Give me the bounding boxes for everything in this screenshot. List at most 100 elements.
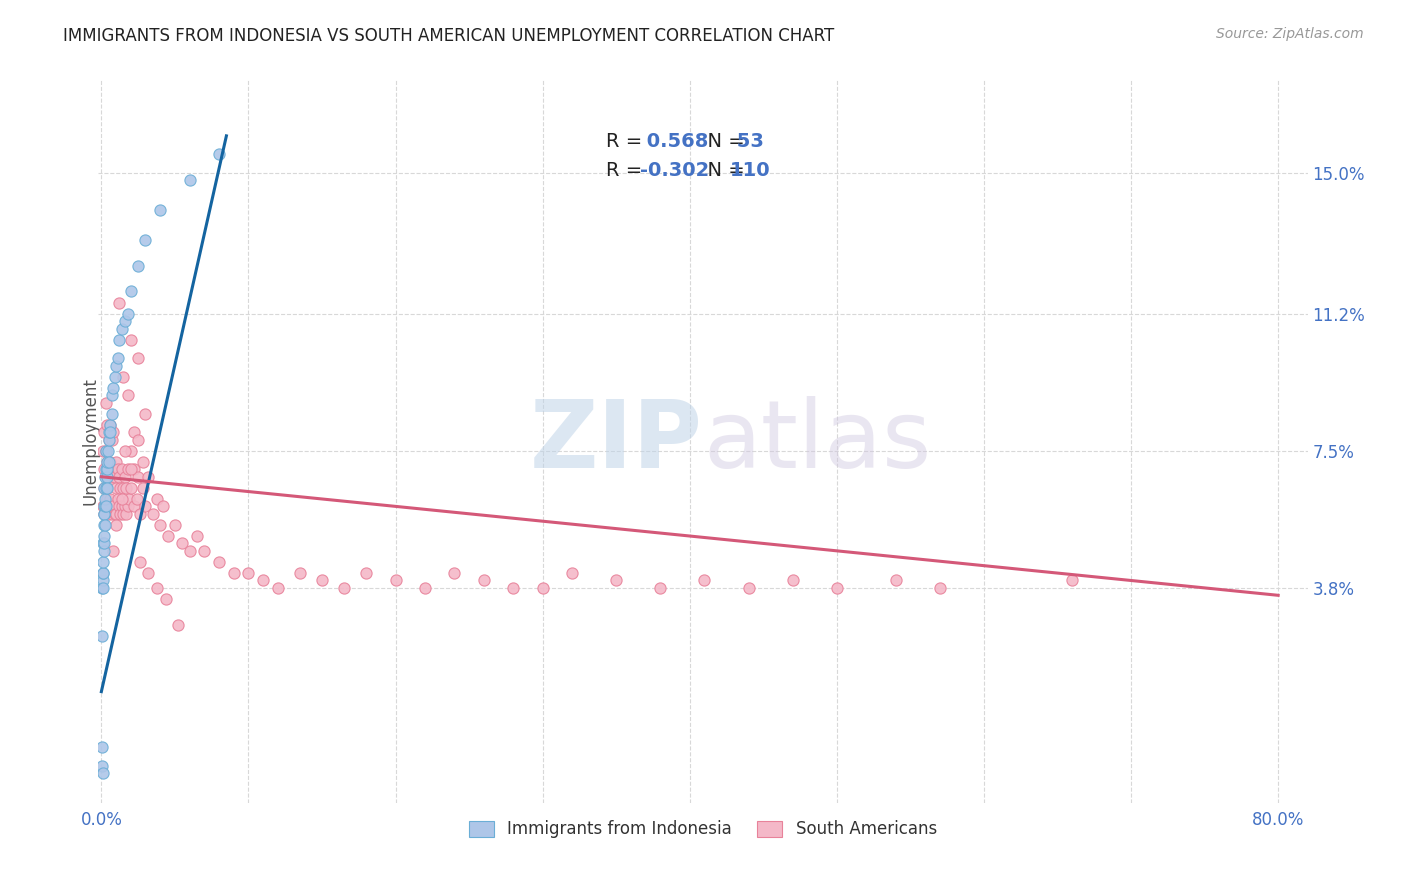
Point: [91, 500, 114, 514]
Point: [90, 740, 112, 755]
Point: [605, 574, 627, 588]
Point: [163, 517, 186, 532]
Text: 53: 53: [730, 132, 763, 152]
Point: [96, 481, 118, 495]
Point: [97, 507, 120, 521]
Point: [138, 566, 160, 580]
Point: [384, 574, 406, 588]
Point: [117, 462, 139, 476]
Point: [108, 500, 131, 514]
Point: [96, 469, 118, 483]
Point: [110, 481, 132, 495]
Point: [91, 766, 114, 780]
Point: [94, 500, 117, 514]
Text: -0.302: -0.302: [640, 161, 710, 180]
Point: [97, 455, 120, 469]
Point: [222, 566, 245, 580]
Point: [472, 574, 495, 588]
Text: R =: R =: [606, 161, 648, 180]
Point: [93, 481, 115, 495]
Point: [100, 407, 122, 421]
Point: [104, 507, 127, 521]
Point: [91, 566, 114, 580]
Point: [120, 443, 142, 458]
Point: [120, 333, 142, 347]
Point: [100, 388, 122, 402]
Point: [107, 491, 129, 506]
Point: [333, 581, 356, 595]
Point: [97, 433, 120, 447]
Point: [94, 395, 117, 409]
Point: [134, 233, 156, 247]
Point: [112, 369, 135, 384]
Point: [502, 581, 524, 595]
Point: [884, 574, 907, 588]
Point: [134, 500, 156, 514]
Point: [128, 507, 150, 521]
Point: [105, 359, 128, 373]
Point: [117, 500, 139, 514]
Point: [94, 443, 117, 458]
Point: [91, 443, 114, 458]
Point: [108, 469, 131, 483]
Point: [98, 491, 121, 506]
Point: [166, 618, 188, 632]
Point: [104, 369, 127, 384]
Point: [93, 507, 115, 521]
Point: [93, 529, 115, 543]
Legend: Immigrants from Indonesia, South Americans: Immigrants from Indonesia, South America…: [463, 814, 943, 845]
Point: [94, 469, 117, 483]
Text: atlas: atlas: [703, 395, 931, 488]
Text: IMMIGRANTS FROM INDONESIA VS SOUTH AMERICAN UNEMPLOYMENT CORRELATION CHART: IMMIGRANTS FROM INDONESIA VS SOUTH AMERI…: [63, 27, 835, 45]
Point: [94, 481, 117, 495]
Point: [146, 581, 169, 595]
Point: [111, 321, 134, 335]
Point: [93, 555, 115, 569]
Point: [125, 491, 148, 506]
Point: [179, 173, 201, 187]
Text: 110: 110: [730, 161, 770, 180]
Point: [96, 491, 118, 506]
Point: [120, 481, 142, 495]
Point: [93, 425, 115, 440]
Point: [146, 491, 169, 506]
Point: [108, 333, 131, 347]
Point: [111, 500, 134, 514]
Point: [117, 388, 139, 402]
Point: [737, 581, 759, 595]
Point: [100, 507, 122, 521]
Point: [91, 581, 114, 595]
Point: [96, 455, 118, 469]
Point: [122, 425, 145, 440]
Point: [127, 351, 149, 366]
Point: [179, 544, 201, 558]
Point: [928, 581, 950, 595]
Text: Source: ZipAtlas.com: Source: ZipAtlas.com: [1216, 27, 1364, 41]
Point: [96, 417, 118, 432]
Point: [128, 555, 150, 569]
Point: [97, 425, 120, 440]
Point: [156, 529, 179, 543]
Point: [101, 381, 124, 395]
Point: [110, 507, 132, 521]
Point: [149, 202, 172, 217]
Point: [208, 147, 231, 161]
Point: [108, 295, 131, 310]
Y-axis label: Unemployment: Unemployment: [82, 377, 98, 506]
Point: [107, 462, 129, 476]
Point: [172, 536, 194, 550]
Point: [111, 462, 134, 476]
Point: [93, 462, 115, 476]
Point: [131, 481, 153, 495]
Point: [152, 500, 174, 514]
Point: [98, 417, 121, 432]
Point: [311, 574, 333, 588]
Point: [120, 285, 142, 299]
Text: N =: N =: [695, 132, 751, 152]
Point: [134, 407, 156, 421]
Point: [93, 517, 115, 532]
Point: [131, 455, 153, 469]
Point: [112, 481, 135, 495]
Point: [100, 433, 122, 447]
Point: [531, 581, 554, 595]
